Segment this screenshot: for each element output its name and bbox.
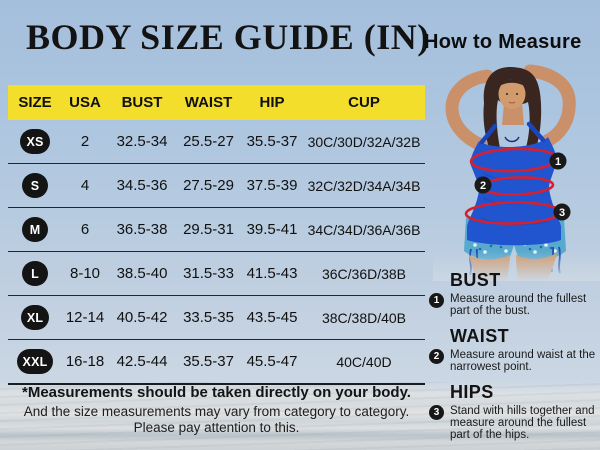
- measure-instructions: BUST 1 Measure around the fullest part o…: [429, 270, 597, 441]
- hips-heading: HIPS: [450, 382, 494, 402]
- how-to-measure-heading: How to Measure: [424, 31, 582, 53]
- cell-waist: 29.5-31: [183, 221, 234, 238]
- cell-waist: 35.5-37: [183, 353, 234, 370]
- cell-usa: 16-18: [65, 353, 105, 370]
- figure-hair: [483, 66, 542, 162]
- col-header-hip: HIP: [259, 94, 285, 111]
- table-row: XXL 16-18 42.5-44 35.5-37 45.5-47 40C/40D: [8, 340, 425, 385]
- col-header-bust: BUST: [121, 94, 163, 111]
- cell-hip: 39.5-41: [246, 221, 298, 238]
- table-row: M 6 36.5-38 29.5-31 39.5-41 34C/34D/36A/36B: [8, 208, 425, 252]
- footer-note-bold: *Measurements should be taken directly o…: [22, 384, 411, 401]
- svg-text:2: 2: [480, 180, 486, 192]
- figure-head: [498, 79, 526, 109]
- measure-section-bust: BUST 1 Measure around the fullest part o…: [429, 270, 597, 317]
- cell-hip: 43.5-45: [246, 309, 298, 326]
- page-title: BODY SIZE GUIDE (IN): [26, 17, 430, 57]
- cell-hip: 35.5-37: [246, 133, 298, 150]
- cell-bust: 38.5-40: [116, 265, 168, 282]
- cell-waist: 25.5-27: [183, 133, 234, 150]
- cell-cup: 38C/38D/40B: [321, 309, 407, 326]
- col-header-waist: WAIST: [184, 94, 233, 111]
- figure-neck: [502, 103, 524, 125]
- marker-1-bust: [549, 152, 567, 170]
- footer-note-line2: And the size measurements may vary from …: [23, 404, 410, 419]
- cell-cup: 30C/30D/32A/32B: [307, 133, 421, 150]
- cell-cup: 32C/32D/34A/34B: [307, 177, 421, 194]
- bust-number-badge: 1: [429, 293, 444, 308]
- cell-bust: 34.5-36: [116, 177, 168, 194]
- cell-hip: 37.5-39: [246, 177, 298, 194]
- size-badge: L: [22, 261, 48, 286]
- cell-size: XXL: [8, 349, 62, 374]
- cell-size: XL: [8, 305, 62, 330]
- cell-usa: 2: [80, 133, 90, 150]
- size-badge: XL: [20, 305, 50, 330]
- waist-number-badge: 2: [429, 349, 444, 364]
- cell-bust: 36.5-38: [116, 221, 168, 238]
- cell-waist: 27.5-29: [183, 177, 234, 194]
- size-badge: M: [22, 217, 48, 242]
- measure-section-hips: HIPS 3 Stand with hills together and mea…: [429, 382, 597, 441]
- cell-usa: 8-10: [69, 265, 101, 282]
- col-header-cup: CUP: [348, 94, 380, 111]
- cell-usa: 4: [80, 177, 90, 194]
- cell-bust: 42.5-44: [116, 353, 168, 370]
- measure-markers: 1 2 3: [474, 152, 571, 221]
- cell-bust: 32.5-34: [116, 133, 168, 150]
- cell-hip: 41.5-43: [246, 265, 298, 282]
- cell-hip: 45.5-47: [246, 353, 298, 370]
- marker-2-waist: [474, 176, 492, 194]
- figure-arms: [445, 64, 576, 152]
- footer-note-line3: Please pay attention to this.: [133, 420, 300, 436]
- cell-waist: 31.5-33: [183, 265, 234, 282]
- marker-3-hip: [553, 203, 571, 221]
- table-row: L 8-10 38.5-40 31.5-33 41.5-43 36C/36D/38B: [8, 252, 425, 296]
- size-badge: XXL: [16, 349, 54, 374]
- cell-size: L: [8, 261, 62, 286]
- figure-tankini-top: [467, 121, 561, 246]
- cell-bust: 40.5-42: [116, 309, 168, 326]
- hips-description: Stand with hills together and measure ar…: [450, 405, 595, 441]
- table-row: XS 2 32.5-34 25.5-27 35.5-37 30C/30D/32A/32B: [8, 120, 425, 164]
- size-table-header-row: SIZE USA BUST WAIST HIP CUP: [8, 85, 425, 120]
- col-header-usa: USA: [69, 94, 101, 111]
- bust-heading: BUST: [450, 270, 501, 290]
- waist-heading: WAIST: [450, 326, 509, 346]
- sea-background: [0, 382, 600, 450]
- cell-size: M: [8, 217, 62, 242]
- cell-cup: 36C/36D/38B: [321, 265, 407, 282]
- cell-size: XS: [8, 129, 62, 154]
- cell-cup: 34C/34D/36A/36B: [307, 221, 421, 238]
- size-badge: XS: [20, 129, 50, 154]
- col-header-size: SIZE: [18, 94, 52, 111]
- measure-section-waist: WAIST 2 Measure around waist at the narr…: [429, 326, 597, 373]
- svg-text:1: 1: [555, 156, 561, 168]
- cell-usa: 12-14: [65, 309, 105, 326]
- waist-description: Measure around waist at the narrowest po…: [450, 349, 596, 373]
- hips-number-badge: 3: [429, 405, 444, 420]
- cell-size: S: [8, 173, 62, 198]
- svg-text:3: 3: [559, 207, 565, 219]
- size-table: SIZE USA BUST WAIST HIP CUP XS 2 32.5-34 25…: [8, 85, 425, 385]
- figure-bottom-fade: [433, 251, 600, 281]
- model-figure-illustration: 1 2 3: [433, 64, 600, 281]
- cell-usa: 6: [80, 221, 90, 238]
- bust-description: Measure around the fullest part of the b…: [450, 293, 587, 317]
- table-row: XL 12-14 40.5-42 33.5-35 43.5-45 38C/38D/40B: [8, 296, 425, 340]
- figure-hair-fringe: [497, 79, 527, 88]
- table-row: S 4 34.5-36 27.5-29 37.5-39 32C/32D/34A/34B: [8, 164, 425, 208]
- cell-waist: 33.5-35: [183, 309, 234, 326]
- cell-cup: 40C/40D: [336, 353, 392, 370]
- size-table-body: XS 2 32.5-34 25.5-27 35.5-37 30C/30D/32A/32B S…: [8, 120, 425, 385]
- size-badge: S: [22, 173, 48, 198]
- footer-notes: *Measurements should be taken directly o…: [8, 384, 425, 437]
